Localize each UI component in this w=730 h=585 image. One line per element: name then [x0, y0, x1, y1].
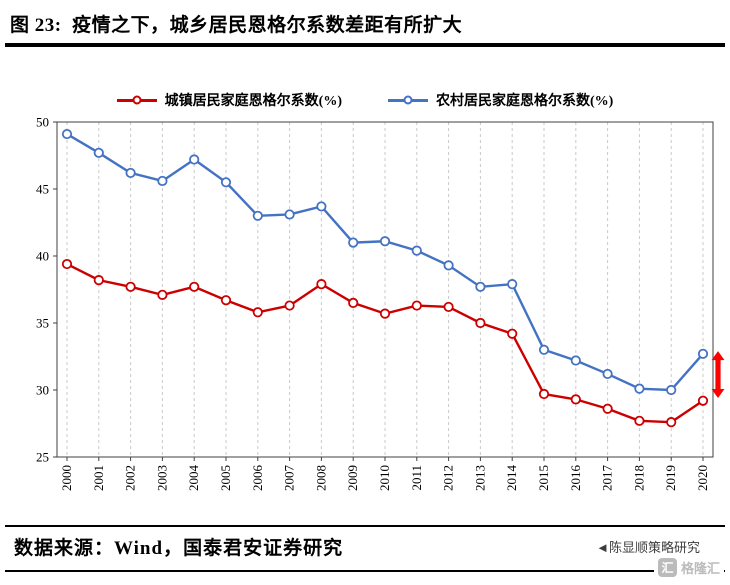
svg-text:2000: 2000: [59, 465, 74, 491]
chart-legend: 城镇居民家庭恩格尔系数(%) 农村居民家庭恩格尔系数(%): [0, 90, 730, 110]
gelonghui-logo-icon: 汇: [657, 558, 677, 577]
svg-text:2008: 2008: [313, 465, 328, 491]
author-credit: ◄陈显顺策略研究: [596, 540, 700, 555]
svg-text:2001: 2001: [91, 465, 106, 491]
watermark-label: 格隆汇: [680, 561, 720, 576]
title-divider: [5, 43, 725, 47]
engel-coefficient-line-chart: 25 30 35 40 45 50 2000 2001 2002 2003 2004 2005 2006…: [36, 115, 725, 491]
figure-title: 图 23: 疫情之下，城乡居民恩格尔系数差距有所扩大: [10, 15, 463, 36]
svg-text:2019: 2019: [663, 465, 678, 491]
gelonghui-watermark: 汇 格隆汇: [653, 556, 724, 579]
x-axis-labels: 2000 2001 2002 2003 2004 2005 2006 2007 2008 2009…: [59, 457, 710, 491]
svg-text:2005: 2005: [218, 465, 233, 491]
svg-text:2002: 2002: [123, 465, 138, 491]
svg-text:2015: 2015: [536, 465, 551, 491]
svg-text:25: 25: [36, 450, 49, 465]
svg-text:2010: 2010: [377, 465, 392, 491]
svg-text:2009: 2009: [345, 465, 360, 491]
svg-text:50: 50: [36, 115, 49, 130]
legend-marker-rural-icon: [388, 94, 428, 106]
footer-divider-top: [5, 525, 725, 527]
series-rural: [61, 128, 709, 396]
svg-text:2013: 2013: [472, 465, 487, 491]
legend-label-rural: 农村居民家庭恩格尔系数(%): [436, 94, 614, 109]
svg-text:2020: 2020: [695, 465, 710, 491]
svg-text:2004: 2004: [186, 465, 201, 492]
svg-text:2016: 2016: [568, 465, 583, 492]
svg-text:30: 30: [36, 383, 49, 398]
legend-marker-urban-icon: [116, 94, 157, 106]
svg-text:2012: 2012: [441, 465, 456, 491]
y-axis-labels: 25 30 35 40 45 50: [36, 115, 57, 465]
svg-text:2017: 2017: [600, 465, 615, 492]
svg-text:2003: 2003: [154, 465, 169, 491]
gap-annotation-arrow-icon: [711, 351, 725, 399]
legend-item-urban: 城镇居民家庭恩格尔系数(%): [116, 90, 342, 110]
svg-text:35: 35: [36, 316, 49, 331]
svg-text:2007: 2007: [282, 465, 297, 492]
data-source-note: 数据来源：Wind，国泰君安证券研究: [14, 538, 344, 559]
footer-divider-bottom: [5, 570, 725, 572]
svg-text:2018: 2018: [631, 465, 646, 491]
svg-text:2011: 2011: [409, 465, 424, 491]
legend-item-rural: 农村居民家庭恩格尔系数(%): [388, 90, 613, 110]
svg-text:40: 40: [36, 249, 49, 264]
legend-label-urban: 城镇居民家庭恩格尔系数(%): [164, 94, 342, 109]
svg-text:2014: 2014: [504, 465, 519, 492]
svg-text:2006: 2006: [250, 465, 265, 492]
series-urban: [61, 258, 709, 428]
svg-text:45: 45: [36, 182, 49, 197]
